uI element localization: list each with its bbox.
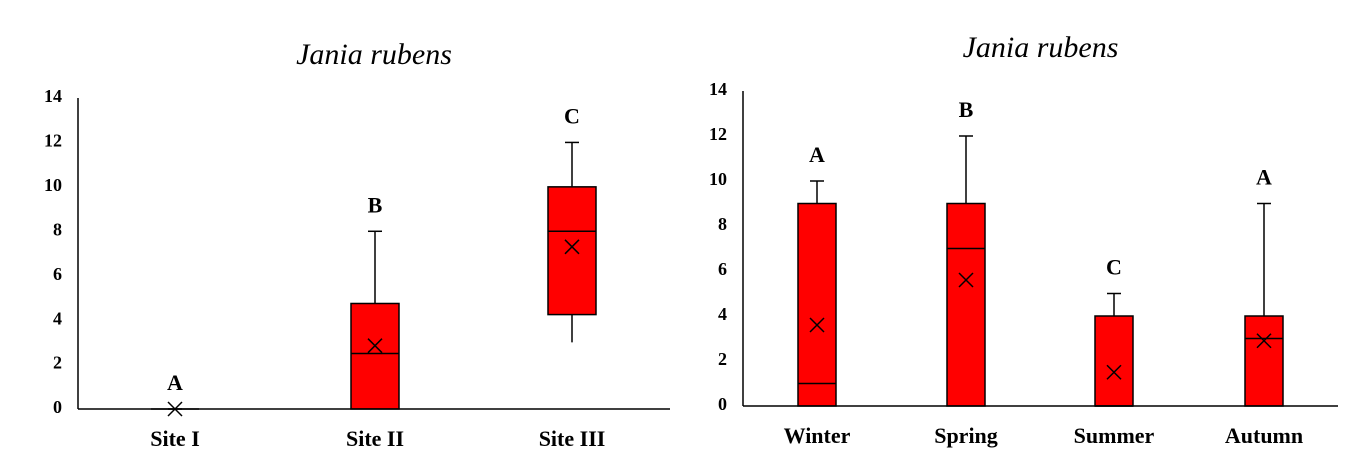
y-tick-label: 4 <box>718 304 727 324</box>
x-tick-label: Site III <box>539 426 606 451</box>
group-letter: A <box>1256 165 1272 190</box>
mean-marker <box>1106 364 1122 380</box>
mean-marker <box>958 272 974 288</box>
x-tick-label: Summer <box>1074 423 1155 448</box>
y-tick-label: 8 <box>53 219 62 239</box>
y-tick-label: 12 <box>44 131 62 151</box>
y-tick-label: 2 <box>53 353 62 373</box>
group-letter: C <box>564 103 580 128</box>
mean-marker <box>809 317 825 333</box>
y-tick-label: 14 <box>709 79 727 99</box>
mean-marker <box>1256 333 1272 349</box>
y-tick-label: 6 <box>53 264 62 284</box>
group-letter: A <box>167 370 183 395</box>
y-tick-label: 2 <box>718 349 727 369</box>
y-tick-label: 6 <box>718 259 727 279</box>
group-letter: A <box>809 142 825 167</box>
y-tick-label: 0 <box>718 394 727 414</box>
group-letter: B <box>959 97 974 122</box>
box <box>350 302 400 410</box>
y-tick-label: 10 <box>709 169 727 189</box>
y-tick-label: 8 <box>718 214 727 234</box>
x-tick-label: Autumn <box>1225 423 1303 448</box>
x-tick-label: Winter <box>784 423 851 448</box>
y-tick-label: 10 <box>44 175 62 195</box>
x-tick-label: Spring <box>934 423 998 448</box>
chart-title: Jania rubens <box>296 38 452 71</box>
y-tick-label: 12 <box>709 124 727 144</box>
y-tick-label: 0 <box>53 397 62 417</box>
box <box>1244 315 1284 407</box>
y-tick-label: 4 <box>53 308 62 328</box>
mean-marker <box>367 338 383 354</box>
box <box>797 202 837 407</box>
group-letter: C <box>1106 255 1122 280</box>
box <box>946 202 986 407</box>
mean-marker <box>564 239 580 255</box>
box <box>547 186 597 316</box>
group-letter: B <box>368 192 383 217</box>
box <box>1094 315 1134 407</box>
chart-title: Jania rubens <box>963 31 1119 64</box>
y-tick-label: 14 <box>44 86 62 106</box>
x-tick-label: Site I <box>150 426 200 451</box>
x-tick-label: Site II <box>346 426 404 451</box>
